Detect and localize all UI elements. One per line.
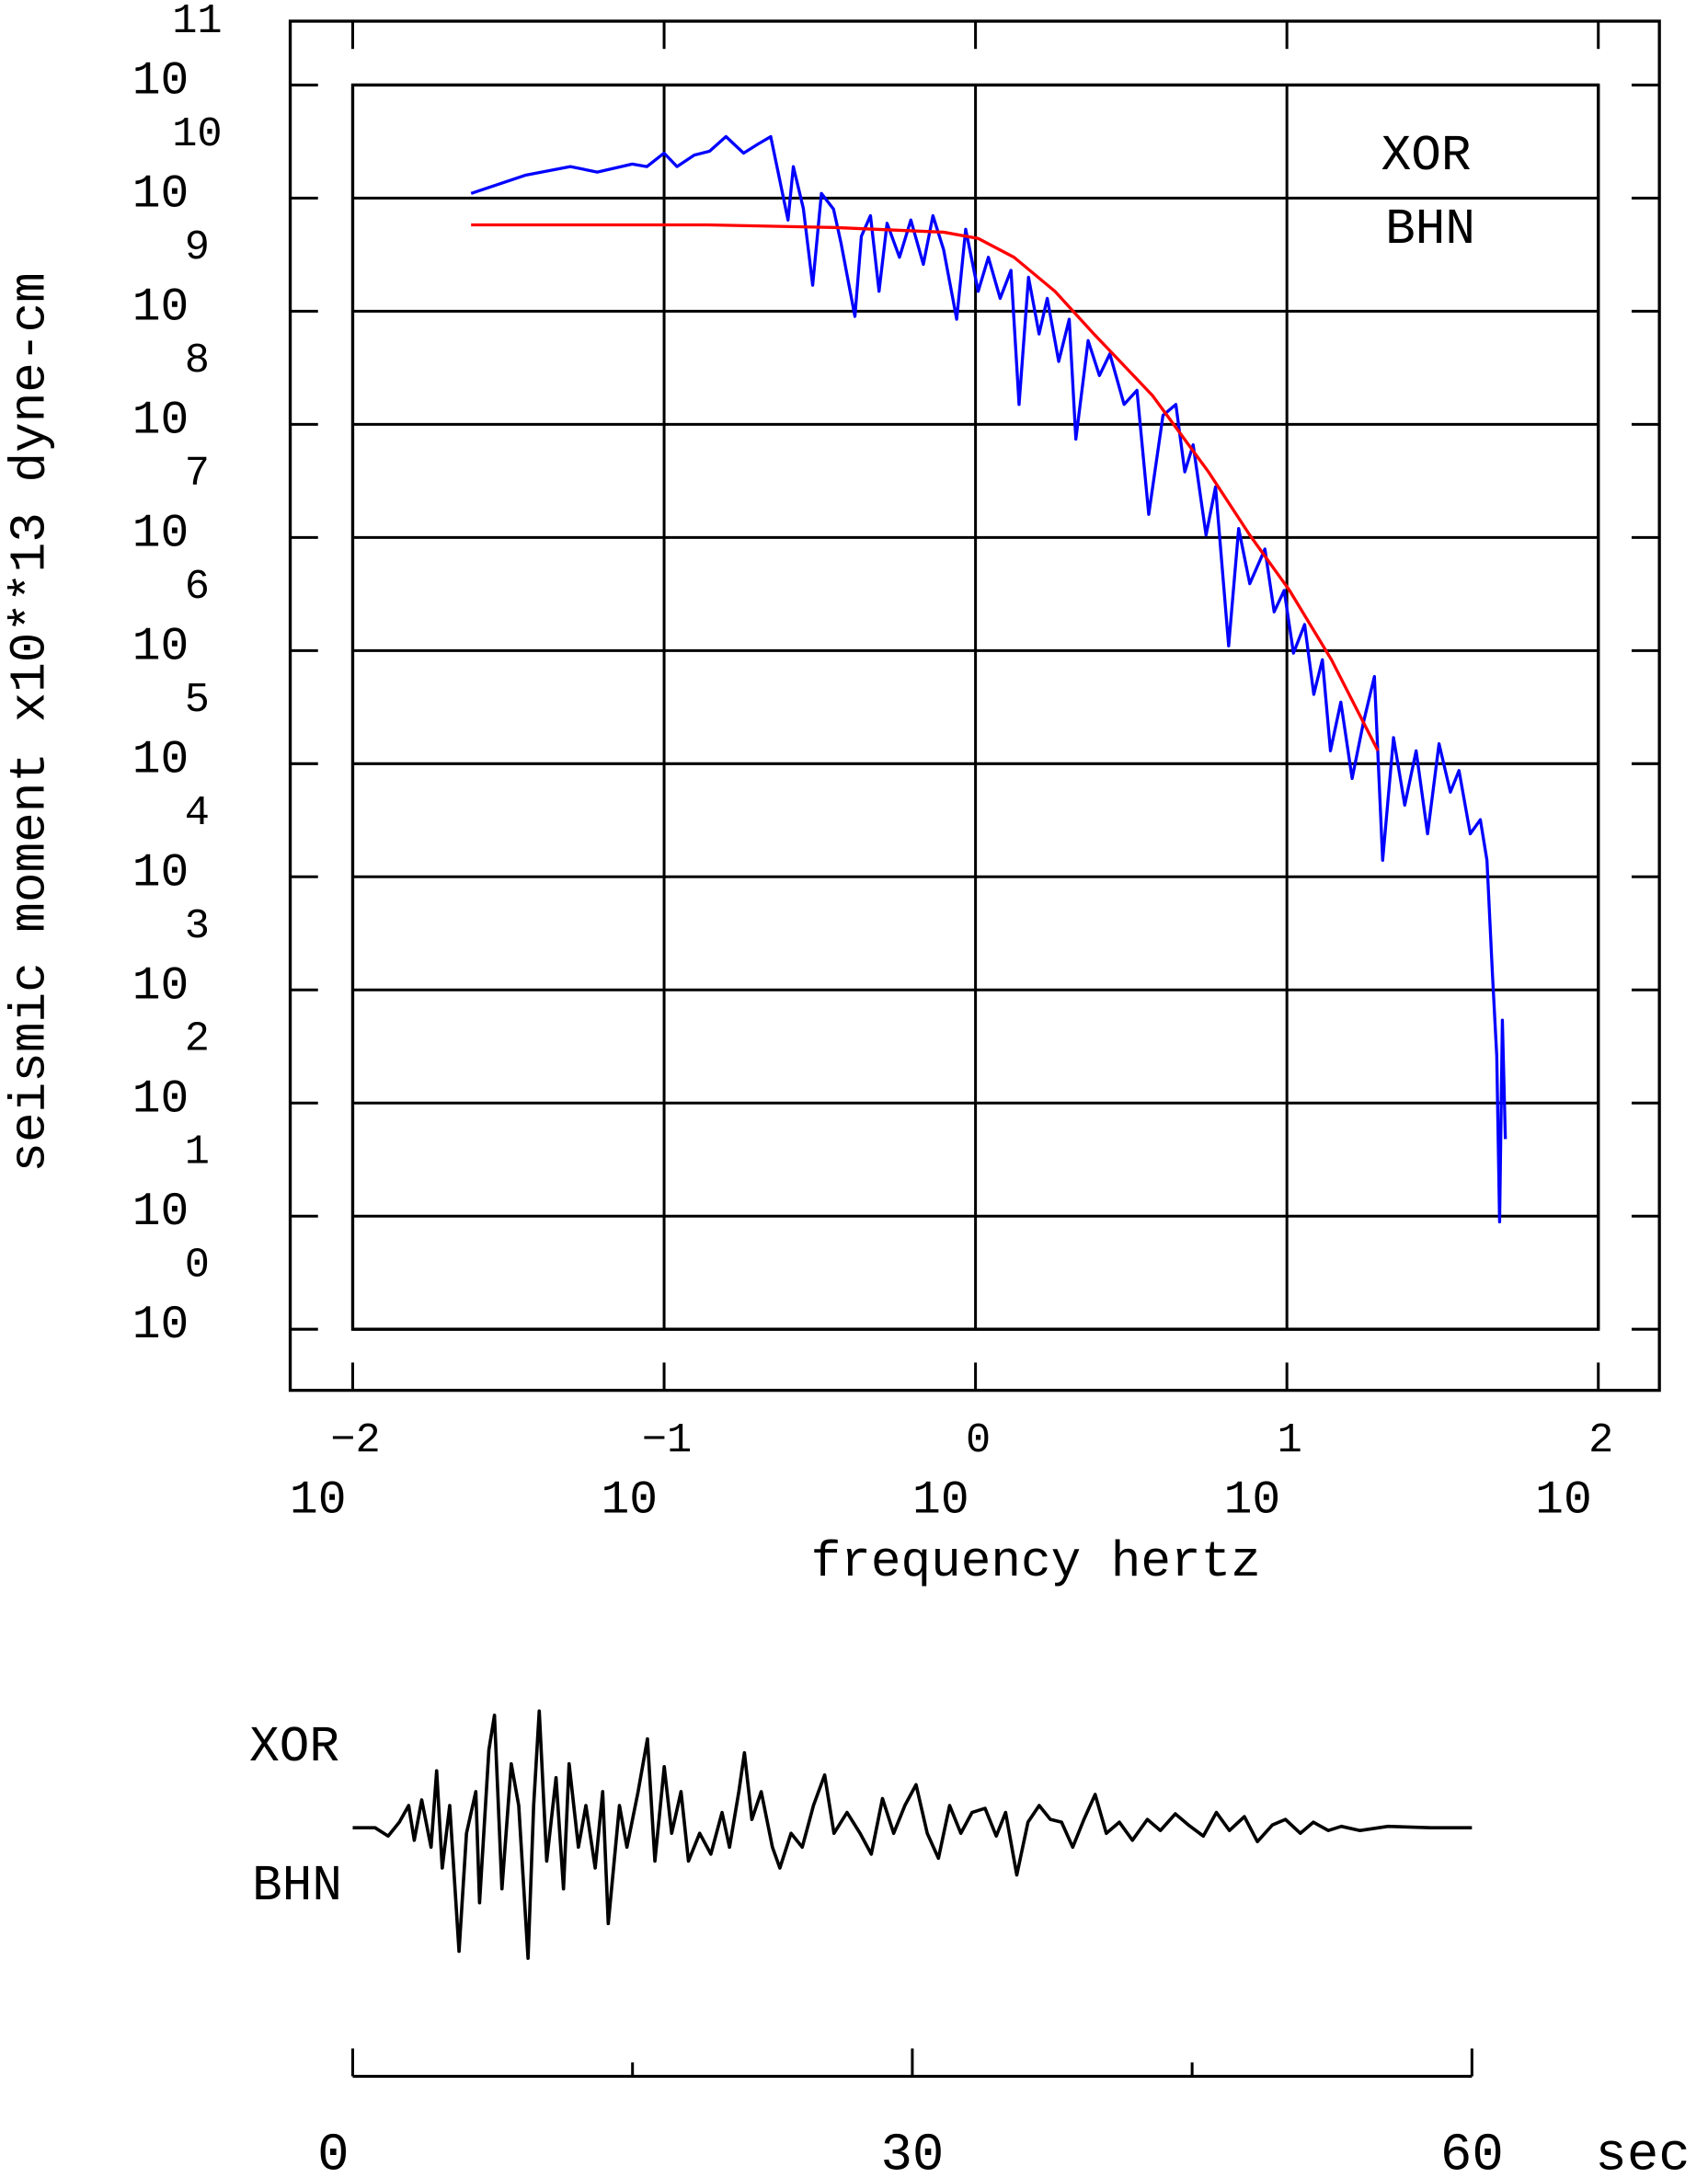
x-tick-label: 60 — [1440, 2126, 1504, 2178]
x-axis-label: frequency hertz — [811, 1535, 1261, 1591]
data-line — [471, 223, 1380, 752]
y-tick-exponent: 2 — [185, 1015, 210, 1063]
y-tick-exponent: 1 — [185, 1129, 210, 1176]
y-tick-exponent: 9 — [185, 224, 210, 271]
x-tick-exponent: 0 — [966, 1416, 991, 1464]
data-line — [470, 134, 1507, 1224]
y-axis-label: seismic moment x10**13 dyne-cm — [4, 272, 60, 1172]
y-tick-label: 10 — [132, 620, 189, 673]
station-label: XOR — [1381, 129, 1472, 185]
y-tick-exponent: 3 — [185, 902, 210, 950]
x-tick-exponent: 2 — [1588, 1416, 1613, 1464]
y-tick-label: 10 — [132, 733, 189, 786]
channel-label: BHN — [1385, 202, 1475, 258]
x-tick-label: 10 — [1224, 1473, 1281, 1527]
x-tick-label: 10 — [1535, 1473, 1592, 1527]
x-tick-exponent: −1 — [642, 1416, 692, 1464]
y-tick-label: 10 — [132, 846, 189, 900]
y-tick-exponent: 11 — [172, 0, 222, 45]
x-tick-label: 10 — [601, 1473, 658, 1527]
y-tick-exponent: 6 — [185, 563, 210, 611]
y-tick-label: 10 — [132, 394, 189, 447]
y-tick-label: 10 — [132, 1186, 189, 1239]
y-tick-label: 10 — [132, 167, 189, 221]
x-tick-label: 0 — [317, 2126, 349, 2178]
time-unit-label: sec — [1595, 2126, 1690, 2178]
y-tick-label: 10 — [132, 507, 189, 560]
x-tick-label: 30 — [880, 2126, 944, 2178]
y-tick-exponent: 10 — [172, 110, 222, 158]
data-line — [352, 1709, 1473, 1960]
station-label: XOR — [249, 1720, 339, 1776]
channel-label: BHN — [252, 1859, 342, 1915]
y-tick-exponent: 8 — [185, 337, 210, 384]
x-tick-exponent: 1 — [1278, 1416, 1302, 1464]
y-tick-exponent: 7 — [185, 450, 210, 498]
y-tick-exponent: 5 — [185, 676, 210, 724]
y-tick-exponent: 4 — [185, 789, 210, 837]
y-tick-label: 10 — [132, 1299, 189, 1352]
y-tick-exponent: 0 — [185, 1242, 210, 1290]
x-tick-exponent: −2 — [330, 1416, 380, 1464]
x-tick-label: 10 — [912, 1473, 969, 1527]
y-tick-label: 10 — [132, 1072, 189, 1126]
y-tick-label: 10 — [132, 959, 189, 1013]
y-tick-label: 10 — [132, 54, 189, 108]
y-tick-label: 10 — [132, 281, 189, 334]
x-tick-label: 10 — [290, 1473, 347, 1527]
